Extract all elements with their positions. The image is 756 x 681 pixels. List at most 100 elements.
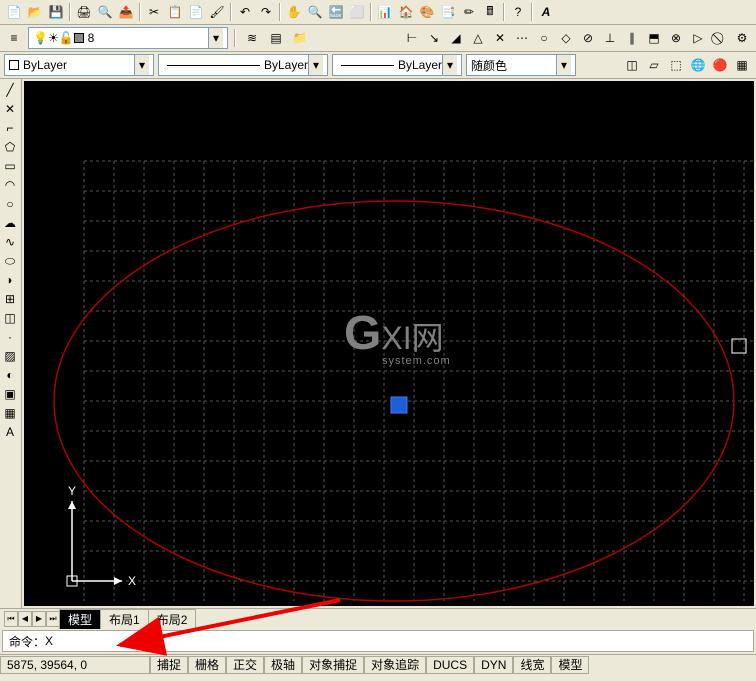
mtext-icon[interactable]: A [1, 423, 19, 441]
region-icon[interactable]: ▣ [1, 385, 19, 403]
hatch-icon[interactable]: ▨ [1, 347, 19, 365]
preview-icon[interactable]: 🔍 [95, 2, 115, 22]
copy-icon[interactable]: 📋 [165, 2, 185, 22]
status-btn-对象捕捉[interactable]: 对象捕捉 [302, 656, 364, 674]
layer-mgr-icon[interactable]: ≡ [4, 28, 24, 48]
undo-icon[interactable]: ↶ [235, 2, 255, 22]
ucs-icon[interactable]: ◫ [622, 55, 642, 75]
vp-icon[interactable]: ▦ [732, 55, 752, 75]
publish-icon[interactable]: 📤 [116, 2, 136, 22]
polygon-icon[interactable]: ⬠ [1, 138, 19, 156]
layer-state-icon[interactable]: 📁 [290, 28, 310, 48]
insert-icon[interactable]: ⊞ [1, 290, 19, 308]
gradient-icon[interactable]: ◐ [1, 366, 19, 384]
osnap-set-icon[interactable]: ⚙ [732, 28, 752, 48]
tab-prev-icon[interactable]: ◀ [18, 611, 32, 627]
save-icon[interactable]: 💾 [46, 2, 66, 22]
drawing-canvas[interactable]: XY GXI网 system.com [24, 81, 754, 606]
snap-end-icon[interactable]: ◢ [446, 28, 466, 48]
circle-icon[interactable]: ○ [1, 195, 19, 213]
status-btn-线宽[interactable]: 线宽 [513, 656, 551, 674]
ellipse-icon[interactable]: ⬭ [1, 252, 19, 270]
props-icon[interactable]: 📊 [375, 2, 395, 22]
snap-mid-icon[interactable]: △ [468, 28, 488, 48]
snap-cen-icon[interactable]: ○ [534, 28, 554, 48]
tab-nav: ⏮ ◀ ▶ ⏭ [4, 611, 60, 627]
table-icon[interactable]: ▦ [1, 404, 19, 422]
tab-first-icon[interactable]: ⏮ [4, 611, 18, 627]
layer-prev-icon[interactable]: ≋ [242, 28, 262, 48]
chevron-down-icon[interactable]: ▾ [308, 55, 323, 75]
lineweight-dropdown[interactable]: ByLayer ▾ [332, 54, 462, 76]
plot-icon[interactable]: 🖨 [74, 2, 94, 22]
paste-icon[interactable]: 📄 [186, 2, 206, 22]
tool-pal-icon[interactable]: 🎨 [417, 2, 437, 22]
snap-perp-icon[interactable]: ⊥ [600, 28, 620, 48]
cube-icon[interactable]: ⬚ [666, 55, 686, 75]
zoom-win-icon[interactable]: ⬜ [347, 2, 367, 22]
snap-quad-icon[interactable]: ◇ [556, 28, 576, 48]
status-btn-正交[interactable]: 正交 [226, 656, 264, 674]
calc-icon[interactable]: 🖩 [480, 2, 500, 22]
help-icon[interactable]: ? [508, 2, 528, 22]
zoom-prev-icon[interactable]: 🔙 [326, 2, 346, 22]
sphere-icon[interactable]: 🌐 [688, 55, 708, 75]
render-icon[interactable]: 🔴 [710, 55, 730, 75]
tab-next-icon[interactable]: ▶ [32, 611, 46, 627]
chevron-down-icon[interactable]: ▾ [134, 55, 149, 75]
revcloud-icon[interactable]: ☁ [1, 214, 19, 232]
status-btn-极轴[interactable]: 极轴 [264, 656, 302, 674]
snap-near-icon[interactable]: ▷ [688, 28, 708, 48]
spline-icon[interactable]: ∿ [1, 233, 19, 251]
status-btn-模型[interactable]: 模型 [551, 656, 589, 674]
redo-icon[interactable]: ↷ [256, 2, 276, 22]
point-icon[interactable]: · [1, 328, 19, 346]
snap-int-icon[interactable]: ✕ [490, 28, 510, 48]
rect-icon[interactable]: ▭ [1, 157, 19, 175]
arc-icon[interactable]: ◠ [1, 176, 19, 194]
chevron-down-icon[interactable]: ▾ [442, 55, 457, 75]
status-btn-DUCS[interactable]: DUCS [426, 656, 474, 674]
pline-icon[interactable]: ⌐ [1, 119, 19, 137]
chevron-down-icon[interactable]: ▾ [556, 55, 571, 75]
status-btn-栅格[interactable]: 栅格 [188, 656, 226, 674]
color-dropdown[interactable]: ByLayer ▾ [4, 54, 154, 76]
dc-icon[interactable]: 🏠 [396, 2, 416, 22]
xline-icon[interactable]: ✕ [1, 100, 19, 118]
snap-tan-icon[interactable]: ⊘ [578, 28, 598, 48]
snap-node-icon[interactable]: ⊗ [666, 28, 686, 48]
command-input[interactable]: X [45, 634, 53, 648]
cut-icon[interactable]: ✂ [144, 2, 164, 22]
markup-icon[interactable]: ✏ [459, 2, 479, 22]
plotstyle-dropdown[interactable]: 随颜色 ▾ [466, 54, 576, 76]
box-icon[interactable]: ▱ [644, 55, 664, 75]
open-icon[interactable]: 📂 [25, 2, 45, 22]
command-line[interactable]: 命令： X [2, 630, 754, 652]
line-icon[interactable]: ╱ [1, 81, 19, 99]
chevron-down-icon[interactable]: ▾ [208, 28, 223, 48]
status-btn-DYN[interactable]: DYN [474, 656, 513, 674]
match-icon[interactable]: 🖌 [207, 2, 227, 22]
tab-layout2[interactable]: 布局2 [148, 609, 197, 629]
tab-last-icon[interactable]: ⏭ [46, 611, 60, 627]
sheet-icon[interactable]: 📑 [438, 2, 458, 22]
layer-iso-icon[interactable]: ▤ [266, 28, 286, 48]
snap-ext-icon[interactable]: ⋯ [512, 28, 532, 48]
snap-temp-icon[interactable]: ⊢ [402, 28, 422, 48]
linetype-dropdown[interactable]: ByLayer ▾ [158, 54, 328, 76]
snap-from-icon[interactable]: ↘ [424, 28, 444, 48]
ellipse-arc-icon[interactable]: ◗ [1, 271, 19, 289]
pan-icon[interactable]: ✋ [284, 2, 304, 22]
block-icon[interactable]: ◫ [1, 309, 19, 327]
text-style-icon[interactable]: A [536, 2, 556, 22]
tab-model[interactable]: 模型 [59, 609, 101, 629]
snap-none-icon[interactable]: ⃠ [710, 28, 730, 48]
status-btn-捕捉[interactable]: 捕捉 [150, 656, 188, 674]
zoom-rt-icon[interactable]: 🔍 [305, 2, 325, 22]
status-btn-对象追踪[interactable]: 对象追踪 [364, 656, 426, 674]
snap-par-icon[interactable]: ∥ [622, 28, 642, 48]
snap-ins-icon[interactable]: ⬒ [644, 28, 664, 48]
layer-dropdown[interactable]: 💡 ☀ 🔓 8 ▾ [28, 27, 228, 49]
new-icon[interactable]: 📄 [4, 2, 24, 22]
tab-layout1[interactable]: 布局1 [100, 609, 149, 629]
